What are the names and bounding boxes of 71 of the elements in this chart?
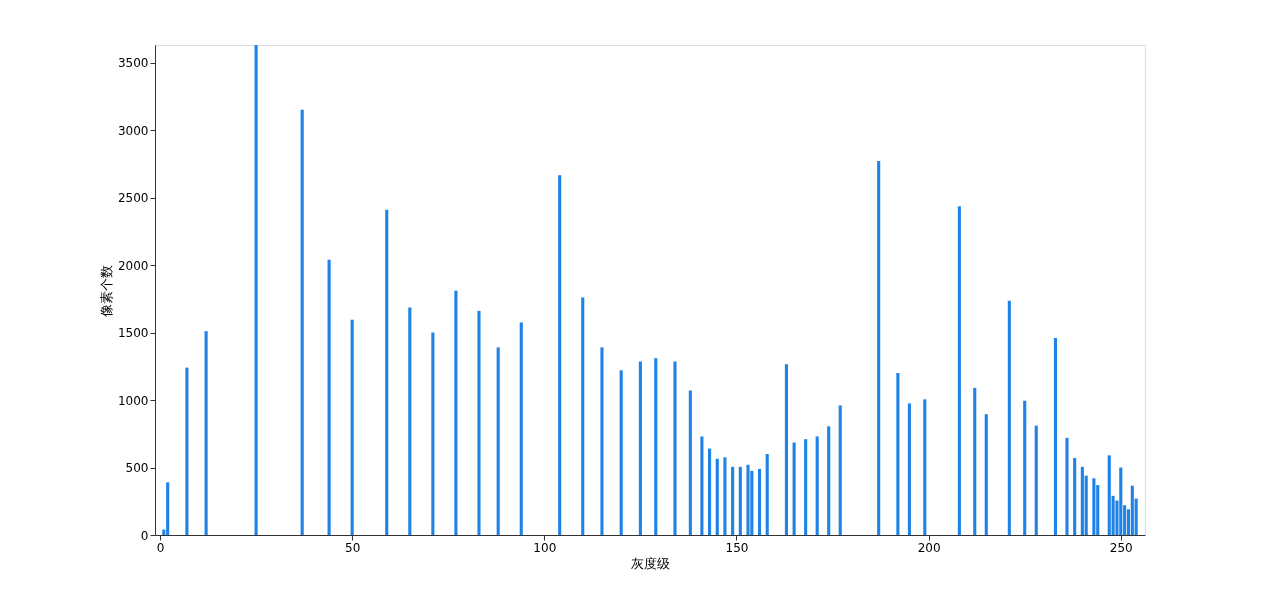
x-tick-label: 150 (725, 540, 749, 555)
bar (431, 332, 435, 535)
bar (984, 414, 988, 535)
bar (757, 468, 762, 535)
bar (738, 466, 742, 535)
bar (1080, 466, 1084, 535)
x-tick-label: 200 (917, 540, 941, 555)
bar (1023, 400, 1027, 535)
y-axis-title: 像素个数 (98, 264, 114, 317)
bar (454, 290, 458, 535)
bar (1092, 478, 1096, 535)
bar (1007, 300, 1011, 535)
bar (877, 161, 881, 535)
x-tick-label: 250 (1109, 540, 1133, 555)
y-tick-label: 3500 (117, 56, 149, 71)
bar (1130, 485, 1134, 535)
bar (327, 259, 331, 535)
y-tick-label: 500 (125, 461, 149, 476)
bar (746, 464, 750, 535)
bar (923, 399, 927, 535)
bar (784, 364, 788, 535)
bar (496, 347, 500, 535)
bar (673, 361, 677, 535)
bar (838, 405, 842, 535)
bar (254, 45, 258, 535)
bar (638, 361, 642, 535)
y-tick-label: 0 (140, 528, 149, 543)
bar (688, 390, 692, 535)
bar (957, 206, 961, 535)
bar (166, 482, 170, 535)
y-tick-label: 1000 (117, 393, 149, 408)
bar (581, 297, 585, 535)
bar (804, 439, 808, 535)
bar (973, 387, 977, 535)
bar (715, 458, 719, 535)
bar (558, 175, 562, 535)
y-tick-label: 3000 (117, 123, 149, 138)
bar (1065, 437, 1069, 535)
x-tick-label: 100 (533, 540, 557, 555)
bar (708, 448, 712, 535)
x-tick-label: 0 (156, 540, 165, 555)
bar (350, 319, 354, 535)
bar (815, 436, 819, 535)
bar (654, 358, 658, 535)
bar (1119, 467, 1123, 535)
bar (600, 347, 604, 535)
bar (896, 373, 900, 535)
x-tick-label: 50 (345, 540, 361, 555)
bar (300, 109, 304, 535)
bar (204, 331, 208, 535)
bar (1034, 425, 1038, 535)
bar (619, 370, 623, 535)
y-tick-label: 2500 (117, 191, 149, 206)
x-axis-title: 灰度级 (631, 555, 670, 571)
bar (477, 310, 481, 535)
y-tick-label: 1500 (117, 326, 149, 341)
bar (827, 426, 831, 535)
bar (1053, 337, 1057, 535)
bar (1073, 458, 1077, 535)
bar (385, 209, 389, 535)
bar (907, 403, 911, 535)
bar (765, 454, 769, 535)
bar (1107, 455, 1111, 535)
y-tick-label: 2000 (117, 258, 149, 273)
bar (731, 466, 735, 535)
bar (723, 457, 727, 535)
bar (185, 367, 189, 535)
bar (700, 436, 704, 535)
bar (408, 307, 412, 535)
bar (519, 322, 523, 535)
bar (792, 442, 796, 535)
